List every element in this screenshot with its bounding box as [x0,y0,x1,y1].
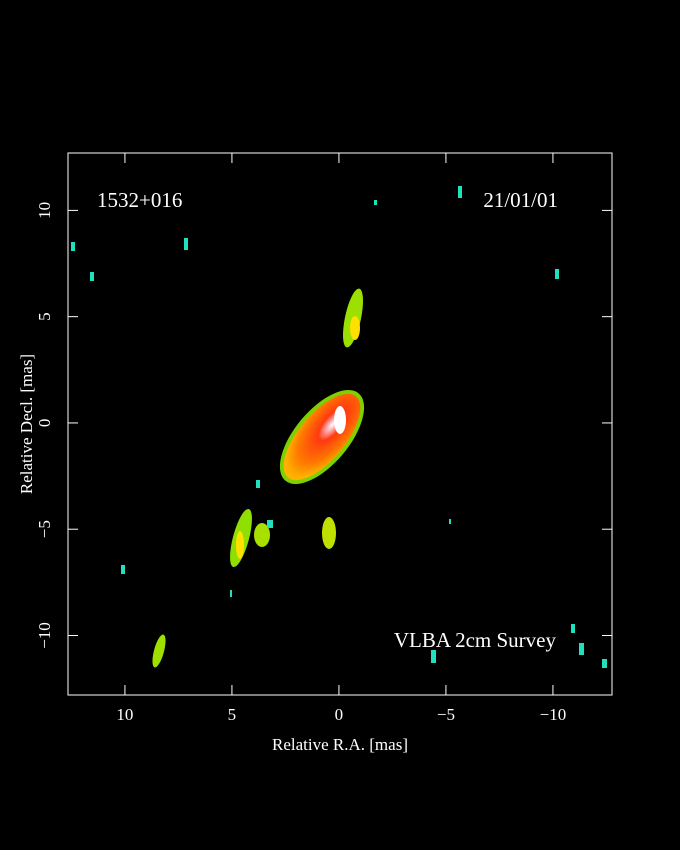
survey-label: VLBA 2cm Survey [394,628,557,652]
x-tick-label: −5 [437,705,455,724]
core-peak [334,406,346,434]
x-tick-label: 0 [335,705,344,724]
y-tick-label: 5 [35,312,54,321]
jet-knot [254,523,270,547]
jet-knot [322,517,336,549]
y-axis-label: Relative Decl. [mas] [17,354,36,494]
x-tick-label: 5 [228,705,237,724]
noise-specks [71,186,607,668]
jet-knot [152,634,166,668]
x-axis-label: Relative R.A. [mas] [272,735,408,754]
source-name: 1532+016 [97,188,182,212]
epoch-date: 21/01/01 [483,188,558,212]
jet-knot [350,316,360,340]
y-tick-label: 0 [35,419,54,428]
plot-frame [67,152,613,696]
y-tick-label: −5 [35,520,54,538]
x-tick-label: 10 [116,705,133,724]
y-tick-label: 10 [35,202,54,219]
y-tick-label: −10 [35,622,54,649]
jet-knot [236,531,244,559]
emission-map [71,186,607,668]
x-tick-label: −10 [540,705,567,724]
